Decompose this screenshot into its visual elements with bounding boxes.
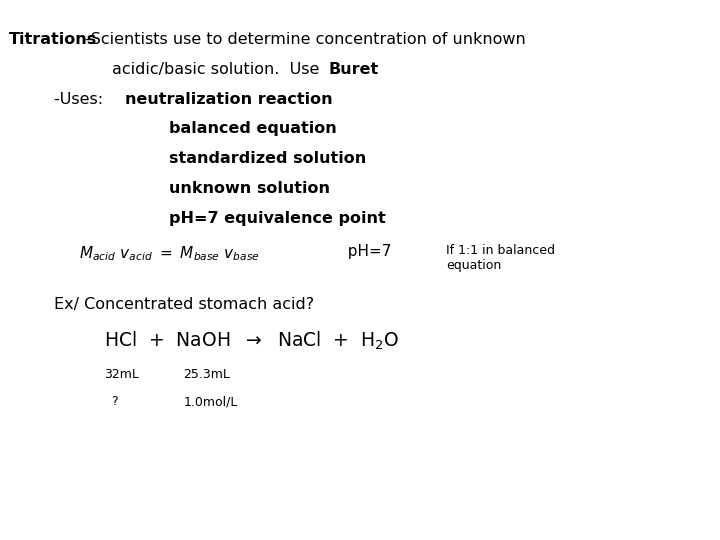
Text: -Scientists use to determine concentration of unknown: -Scientists use to determine concentrati…	[85, 32, 526, 48]
Text: ?: ?	[112, 395, 118, 408]
Text: standardized solution: standardized solution	[169, 151, 366, 166]
Text: acidic/basic solution.  Use: acidic/basic solution. Use	[112, 62, 324, 77]
Text: balanced equation: balanced equation	[169, 122, 337, 137]
Text: neutralization reaction: neutralization reaction	[125, 92, 333, 107]
Text: 25.3mL: 25.3mL	[184, 368, 230, 381]
Text: -Uses:: -Uses:	[54, 92, 108, 107]
Text: pH=7: pH=7	[338, 244, 392, 259]
Text: If 1:1 in balanced
equation: If 1:1 in balanced equation	[446, 244, 555, 272]
Text: Titrations: Titrations	[9, 32, 98, 48]
Text: Ex/ Concentrated stomach acid?: Ex/ Concentrated stomach acid?	[54, 297, 314, 312]
Text: Buret: Buret	[328, 62, 379, 77]
Text: HCl  +  NaOH  $\rightarrow$  NaCl  +  H$_2$O: HCl + NaOH $\rightarrow$ NaCl + H$_2$O	[104, 329, 400, 352]
Text: 32mL: 32mL	[104, 368, 139, 381]
Text: unknown solution: unknown solution	[169, 181, 330, 196]
Text: $M_{acid}\ v_{acid}\ =\ M_{base}\ v_{base}$: $M_{acid}\ v_{acid}\ =\ M_{base}\ v_{bas…	[79, 244, 260, 263]
Text: pH=7 equivalence point: pH=7 equivalence point	[169, 211, 386, 226]
Text: 1.0mol/L: 1.0mol/L	[184, 395, 238, 408]
